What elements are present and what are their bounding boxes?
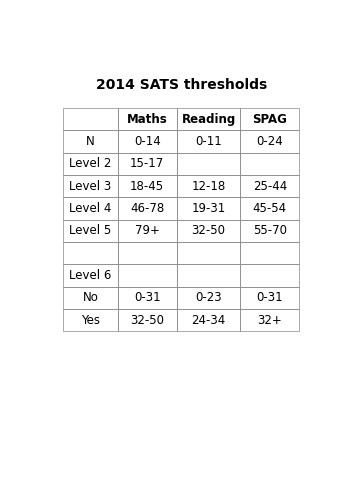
Bar xyxy=(240,242,299,264)
Text: 2014 SATS thresholds: 2014 SATS thresholds xyxy=(96,78,267,92)
Bar xyxy=(240,264,299,287)
Bar xyxy=(63,198,118,220)
Bar xyxy=(177,153,240,175)
Bar xyxy=(177,175,240,198)
Text: 25-44: 25-44 xyxy=(253,180,287,193)
Text: 24-34: 24-34 xyxy=(192,314,226,327)
Text: Level 4: Level 4 xyxy=(69,202,112,215)
Bar xyxy=(240,153,299,175)
Bar xyxy=(63,309,118,332)
Bar xyxy=(118,220,177,242)
Bar xyxy=(240,175,299,198)
Bar xyxy=(177,264,240,287)
Text: Level 5: Level 5 xyxy=(69,224,112,237)
Text: 18-45: 18-45 xyxy=(130,180,164,193)
Text: 32+: 32+ xyxy=(257,314,282,327)
Text: 0-24: 0-24 xyxy=(257,135,283,148)
Text: 19-31: 19-31 xyxy=(192,202,226,215)
Bar xyxy=(240,198,299,220)
Bar xyxy=(118,130,177,153)
Text: SPAG: SPAG xyxy=(252,113,287,126)
Text: 32-50: 32-50 xyxy=(130,314,164,327)
Bar xyxy=(63,242,118,264)
Text: 32-50: 32-50 xyxy=(192,224,225,237)
Bar xyxy=(63,175,118,198)
Bar xyxy=(63,153,118,175)
Text: 0-14: 0-14 xyxy=(134,135,161,148)
Bar xyxy=(118,287,177,309)
Bar xyxy=(177,108,240,130)
Text: 15-17: 15-17 xyxy=(130,158,164,170)
Bar xyxy=(63,108,118,130)
Bar xyxy=(240,309,299,332)
Bar xyxy=(118,198,177,220)
Text: Maths: Maths xyxy=(127,113,167,126)
Bar xyxy=(118,309,177,332)
Bar xyxy=(177,287,240,309)
Bar xyxy=(118,264,177,287)
Bar xyxy=(63,264,118,287)
Text: Level 2: Level 2 xyxy=(69,158,112,170)
Text: Level 3: Level 3 xyxy=(69,180,112,193)
Text: 46-78: 46-78 xyxy=(130,202,164,215)
Bar xyxy=(240,220,299,242)
Text: 45-54: 45-54 xyxy=(253,202,287,215)
Bar xyxy=(118,175,177,198)
Text: 79+: 79+ xyxy=(135,224,160,237)
Bar xyxy=(240,130,299,153)
Bar xyxy=(240,108,299,130)
Bar xyxy=(63,220,118,242)
Bar xyxy=(118,108,177,130)
Text: No: No xyxy=(82,292,98,304)
Text: 0-23: 0-23 xyxy=(195,292,222,304)
Text: N: N xyxy=(86,135,95,148)
Text: 0-11: 0-11 xyxy=(195,135,222,148)
Bar xyxy=(177,130,240,153)
Text: 0-31: 0-31 xyxy=(134,292,160,304)
Bar xyxy=(118,153,177,175)
Bar xyxy=(240,287,299,309)
Bar xyxy=(63,287,118,309)
Bar xyxy=(177,309,240,332)
Bar xyxy=(177,242,240,264)
Bar xyxy=(177,198,240,220)
Bar xyxy=(118,242,177,264)
Text: 12-18: 12-18 xyxy=(192,180,226,193)
Text: Reading: Reading xyxy=(182,113,236,126)
Text: Yes: Yes xyxy=(81,314,100,327)
Bar xyxy=(177,220,240,242)
Text: 0-31: 0-31 xyxy=(257,292,283,304)
Text: Level 6: Level 6 xyxy=(69,269,112,282)
Bar xyxy=(63,130,118,153)
Text: 55-70: 55-70 xyxy=(253,224,287,237)
